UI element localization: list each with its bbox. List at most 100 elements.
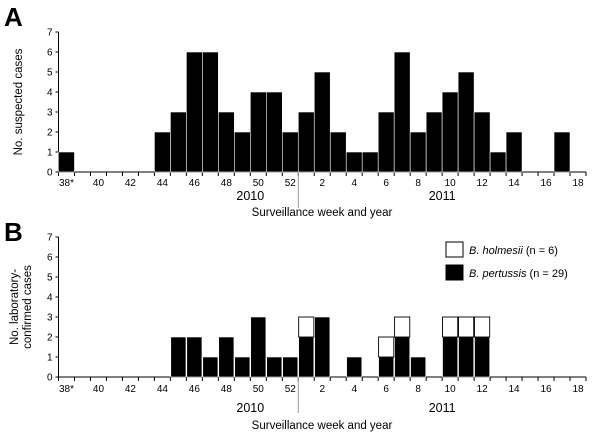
panel-b-bar-b-holmesii [378,336,395,358]
panel-a-y-tick-label: 2 [47,128,53,139]
panel-b-y-tick-label: 3 [47,313,53,324]
panel-a-bar [457,71,475,173]
legend-label-b-holmesii: B. holmesii (n = 6) [469,245,558,257]
panel-b-x-axis-title: Surveillance week and year [252,420,393,432]
panel-a-bar [505,131,523,173]
panel-a-bar [441,91,459,173]
panel-b-bar-b-holmesii [442,316,459,338]
panel-a-y-tick-label: 3 [47,108,53,119]
panel-b-bar-b-holmesii [298,316,315,338]
panel-b-bar-b-pertussis [186,336,203,378]
panel-a-year-label: 2010 [236,189,264,203]
panel-b-y-tick-label: 2 [47,333,53,344]
panel-b-bar-b-pertussis [266,356,283,378]
panel-b-year-label: 2010 [236,401,264,415]
panel-b-bar-b-pertussis [282,356,299,378]
panel-b-bar-b-pertussis [218,336,235,378]
panel-a-x-tick-label: 42 [125,178,137,189]
panel-a-y-tick-label: 5 [47,68,53,79]
panel-a-year-label: 2011 [429,189,456,203]
panel-b-bar-b-pertussis [442,336,459,378]
panel-a-x-tick-label: 50 [253,178,265,189]
panel-b-y-tick-label: 1 [47,353,53,364]
panel-b-y-tick-label: 0 [47,373,53,384]
panel-a-x-tick-label: 12 [477,178,489,189]
panel-b-bar-b-pertussis [394,336,411,378]
panel-a-bar [377,111,395,173]
panel-b-bar-b-holmesii [474,316,491,338]
panel-b-bar-b-pertussis [346,356,363,378]
panel-b-bar-b-holmesii [458,316,475,338]
legend-swatch-b-pertussis [445,264,464,281]
panel-b-x-tick-label: 4 [351,384,357,395]
panel-a-bar [250,91,267,173]
panel-b-x-tick-label: 52 [285,384,297,395]
panel-b-bar-b-pertussis [378,356,395,378]
panel-a-y-tick-label: 0 [47,168,53,179]
panel-b-x-tick-label: 10 [445,384,457,395]
panel-a-x-tick-label: 6 [383,178,389,189]
panel-b-year-label: 2011 [429,401,456,415]
panel-b-x-tick-label: 14 [509,384,521,395]
panel-a-x-tick-label: 2 [319,178,325,189]
panel-b-x-tick-label: 50 [253,384,265,395]
panel-a-bar [329,131,347,173]
panel-a-y-tick-label: 1 [47,148,53,159]
panel-b-bar-b-pertussis [234,356,251,378]
panel-b-bar-b-pertussis [202,356,219,378]
panel-a-y-tick-label: 6 [47,48,53,59]
panel-b-x-tick-label: 44 [157,384,169,395]
panel-a-bar [409,131,427,173]
panel-a-y-tick-label: 7 [47,28,53,39]
panel-b-bar-b-pertussis [250,316,267,378]
panel-b-letter: B [4,217,23,247]
panel-a-bar [218,111,235,173]
panel-a-x-tick-label: 48 [221,178,233,189]
panel-a-x-tick-label: 4 [351,178,357,189]
panel-a-bar [313,71,331,173]
panel-b-bar-b-pertussis [170,336,187,378]
panel-a-x-tick-label: 52 [285,178,297,189]
panel-b-x-tick-label: 6 [383,384,389,395]
panel-b-bar-b-pertussis [314,316,331,378]
legend-label-b-pertussis: B. pertussis (n = 29) [469,268,568,280]
panel-b-x-tick-label: 38* [59,384,74,395]
panel-a-bar [489,151,507,173]
panel-a-x-tick-label: 16 [540,178,552,189]
panel-b-x-tick-label: 18 [572,384,584,395]
panel-a-x-tick-label: 10 [445,178,457,189]
panel-a-bar [361,151,379,173]
panel-b-x-tick-label: 40 [93,384,105,395]
panel-a-x-tick-label: 46 [189,178,201,189]
panel-a-bar [186,51,203,173]
panel-a-x-axis-title: Surveillance week and year [252,207,393,219]
panel-b-x-tick-label: 42 [125,384,137,395]
panel-a-y-tick-label: 4 [47,88,53,99]
panel-a-x-tick-label: 8 [415,178,421,189]
panel-a-x-tick-label: 38* [59,178,74,189]
panel-a-x-tick-label: 18 [572,178,584,189]
panel-a-bar [266,91,283,173]
panel-a-bar [553,131,571,173]
panel-b-y-tick-label: 6 [47,253,53,264]
panel-a-bar [170,111,187,173]
panel-b-bar-b-pertussis [298,336,315,378]
panel-b-y-tick-label: 5 [47,273,53,284]
panel-b-x-tick-label: 48 [221,384,233,395]
panel-a-x-tick-label: 44 [157,178,169,189]
panel-a-bar [154,131,171,173]
panel-a-bar [425,111,443,173]
legend-swatch-b-holmesii [445,241,464,258]
panel-a-bar [58,151,75,173]
panel-b-x-tick-label: 46 [189,384,201,395]
panel-a-y-axis-title: No. suspected cases [13,48,25,155]
panel-a-x-tick-label: 14 [509,178,521,189]
panel-b-bar-b-pertussis [458,336,475,378]
panel-b-bar-b-pertussis [474,336,490,378]
panel-b-x-tick-label: 16 [540,384,552,395]
panel-b-x-tick-label: 8 [415,384,421,395]
panel-a-bar [281,131,299,173]
panel-b-x-tick-label: 12 [477,384,489,395]
panel-b-y-axis-title: No. laboratory-confirmed cases [9,265,34,349]
panel-a-bar [297,111,315,173]
